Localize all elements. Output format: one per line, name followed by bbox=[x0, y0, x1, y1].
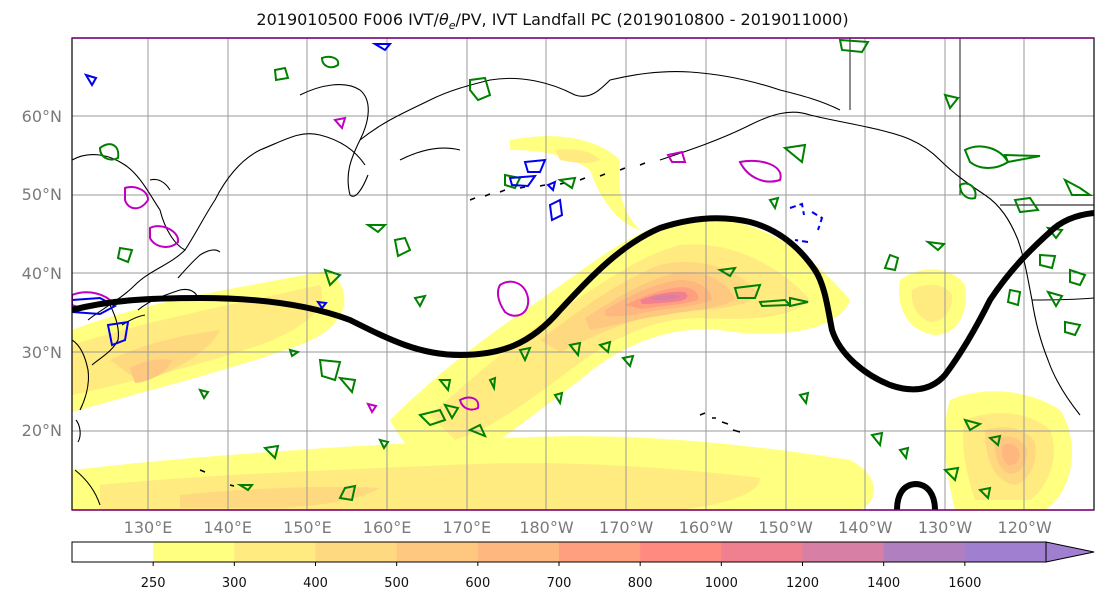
colorbar-tick-label: 300 bbox=[221, 576, 247, 591]
pv-contours-green bbox=[98, 38, 1094, 502]
colorbar-tick-label: 1600 bbox=[948, 576, 982, 591]
colorbar-tick-label: 1200 bbox=[785, 576, 820, 591]
lon-label: 170°E bbox=[442, 518, 492, 537]
pv-contours-magenta bbox=[72, 116, 782, 414]
lat-label: 20°N bbox=[21, 421, 62, 441]
lat-label: 30°N bbox=[21, 342, 62, 362]
landfall-pc-contour bbox=[72, 210, 1094, 393]
colorbar-tick-label: 700 bbox=[546, 576, 572, 591]
lon-label: 150°W bbox=[758, 518, 813, 537]
grid-lines bbox=[72, 38, 1094, 510]
colorbar-tick-label: 1400 bbox=[867, 576, 901, 591]
colorbar-tick-label: 500 bbox=[384, 576, 410, 591]
lon-label: 150°E bbox=[283, 518, 332, 537]
colorbar-tick-label: 250 bbox=[140, 576, 166, 591]
lat-label: 40°N bbox=[21, 264, 62, 283]
lon-label: 120°W bbox=[997, 518, 1052, 537]
map-title: 2019010500 F006 IVT/θe/PV, IVT Landfall … bbox=[0, 10, 1105, 32]
colorbar-segment bbox=[640, 542, 722, 562]
lon-label: 180°W bbox=[519, 518, 574, 537]
colorbar-tick-label: 400 bbox=[303, 576, 328, 591]
title-rest: /PV, IVT Landfall PC (2019010800 - 20190… bbox=[455, 10, 849, 29]
pv-contours-blue bbox=[72, 43, 824, 347]
colorbar-segment bbox=[234, 542, 316, 562]
lon-label: 130°W bbox=[917, 518, 973, 537]
lon-label: 140°E bbox=[203, 518, 253, 537]
colorbar-segment bbox=[396, 542, 479, 562]
title-main: 2019010500 F006 IVT/ bbox=[256, 10, 439, 29]
coastlines bbox=[72, 38, 1094, 506]
lat-label: 60°N bbox=[21, 106, 62, 126]
colorbar-segment bbox=[153, 542, 235, 562]
colorbar-tick-label: 800 bbox=[627, 576, 653, 591]
colorbar-tick-label: 1000 bbox=[704, 576, 738, 591]
colorbar-segment bbox=[477, 542, 560, 562]
colorbar-segment bbox=[315, 542, 398, 562]
landfall-pc-contour-south bbox=[894, 480, 938, 510]
colorbar-segment bbox=[559, 542, 641, 562]
colorbar-segment bbox=[721, 542, 803, 562]
lon-label: 170°W bbox=[599, 518, 654, 537]
title-theta: θ bbox=[438, 10, 449, 29]
colorbar-segment bbox=[802, 542, 885, 562]
lat-label: 50°N bbox=[21, 185, 62, 205]
colorbar-segment bbox=[964, 542, 1047, 562]
lon-label: 130°E bbox=[123, 518, 173, 537]
lon-label: 160°W bbox=[678, 518, 734, 537]
colorbar-segment bbox=[883, 542, 966, 562]
title-sub: e bbox=[448, 19, 456, 33]
colorbar-tick-label: 600 bbox=[465, 576, 491, 591]
colorbar-segment bbox=[72, 542, 154, 562]
colorbar-extend-arrow bbox=[1045, 541, 1095, 563]
colorbar bbox=[71, 541, 1095, 566]
lon-label: 160°E bbox=[362, 518, 412, 537]
lon-label: 140°W bbox=[838, 518, 893, 537]
